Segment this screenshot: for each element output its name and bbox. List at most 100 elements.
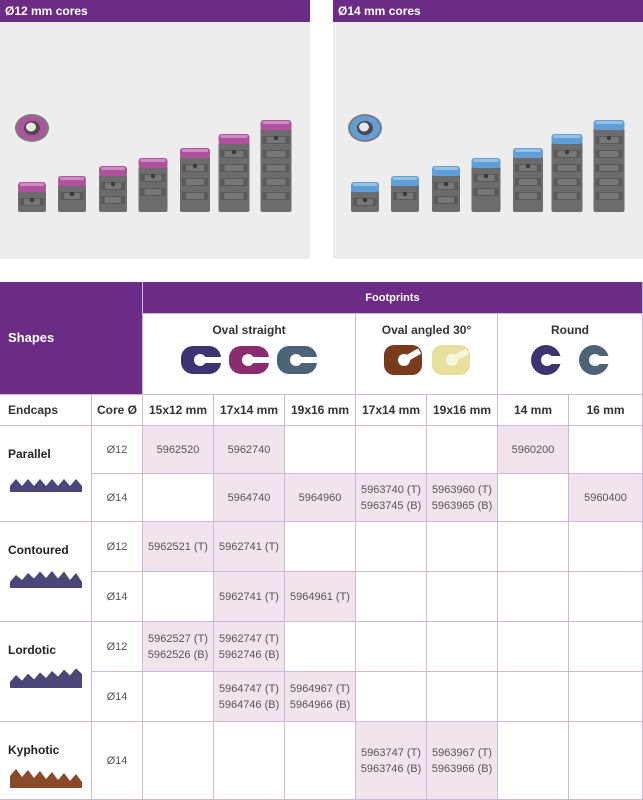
part-number-cell: [356, 672, 427, 722]
part-number: 5962740: [227, 443, 271, 456]
core-diameter-cell: Ø12: [92, 426, 143, 474]
part-number: 5962741 (T): [219, 590, 279, 603]
part-number: 5963747 (T): [361, 746, 421, 759]
core-14mm-core: [593, 120, 625, 212]
cores-12mm-image: [0, 22, 310, 259]
column-header-label: 17x14 mm: [361, 403, 421, 417]
part-number: 5963746 (B): [360, 762, 422, 775]
endcap-shape-name: Kyphotic: [8, 743, 60, 757]
core-diameter: Ø12: [106, 540, 128, 553]
part-number-cell: 5962747 (T) 5962746 (B): [214, 622, 285, 672]
part-number: 5962526 (B): [147, 648, 209, 661]
part-number: 5964967 (T): [290, 682, 350, 695]
endcap-shape-name: Lordotic: [8, 643, 56, 657]
cores-14mm-image: [333, 22, 643, 259]
core-diameter-cell: Ø14: [92, 722, 143, 800]
part-number-cell: [427, 672, 498, 722]
part-number-cell: 5964747 (T) 5964746 (B): [214, 672, 285, 722]
round-slate-icon: [579, 345, 615, 375]
part-number: 5963745 (B): [360, 499, 422, 512]
part-number-cell: 5962740: [214, 426, 285, 474]
part-number-cell: 5963747 (T) 5963746 (B): [356, 722, 427, 800]
core-diameter-cell: Ø14: [92, 672, 143, 722]
part-number-cell: [143, 474, 214, 522]
part-number-cell: 5964740: [214, 474, 285, 522]
core-diameter: Ø14: [106, 491, 128, 504]
part-number-cell: [569, 572, 643, 622]
endcap-shape-cell: Lordotic: [0, 622, 92, 722]
column-header-label: Endcaps: [8, 403, 59, 417]
endcap-shape-cell: Kyphotic: [0, 722, 92, 800]
part-number-cell: [569, 672, 643, 722]
part-number-cell: [356, 622, 427, 672]
oval-straight-magenta-icon: [229, 346, 270, 374]
part-number-cell: [498, 622, 569, 672]
core-12mm-core: [138, 158, 168, 212]
core-14mm-core: [471, 158, 501, 212]
part-number-cell: [498, 722, 569, 800]
part-number-cell: [569, 426, 643, 474]
column-header: 19x16 mm: [427, 395, 498, 426]
part-number: 5962747 (T): [219, 632, 279, 645]
part-number-cell: [285, 522, 356, 572]
part-number-cell: [285, 426, 356, 474]
part-number-cell: [285, 622, 356, 672]
column-header-label: 17x14 mm: [219, 403, 279, 417]
core-diameter: Ø14: [106, 754, 128, 767]
part-number: 5962741 (T): [219, 540, 279, 553]
footprint-group-label: Round: [551, 323, 589, 337]
part-number: 5963960 (T): [432, 483, 492, 496]
part-number-cell: 5960200: [498, 426, 569, 474]
core-12mm-core: [18, 182, 46, 212]
column-header-label: 16 mm: [586, 403, 625, 417]
column-header: 17x14 mm: [356, 395, 427, 426]
core-12mm-core: [99, 166, 127, 212]
core-14mm-core: [513, 148, 543, 212]
part-number-cell: [427, 622, 498, 672]
oval-straight-dark-icon: [181, 346, 222, 374]
core-diameter-cell: Ø14: [92, 572, 143, 622]
core-diameter: Ø14: [106, 690, 128, 703]
core-14mm-core: [391, 176, 419, 212]
part-number: 5962746 (B): [218, 648, 280, 661]
endcap-shape-cell: Contoured: [0, 522, 92, 622]
core-14mm-core: [551, 134, 583, 212]
part-number-cell: [143, 722, 214, 800]
part-number-cell: [143, 572, 214, 622]
part-number-cell: 5960400: [569, 474, 643, 522]
panel-title-14mm: Ø14 mm cores: [333, 0, 643, 22]
oval-angled-cream-icon: [431, 345, 470, 375]
part-number: 5962521 (T): [148, 540, 208, 553]
column-header-label: 19x16 mm: [432, 403, 492, 417]
footprint-group-label: Oval straight: [212, 323, 286, 337]
footprints-header: Footprints: [143, 282, 643, 314]
panel-title-12mm: Ø12 mm cores: [0, 0, 310, 22]
core-14mm-core: [432, 166, 460, 212]
shapes-header: Shapes: [0, 282, 143, 395]
oval-angled-brown-icon: [383, 345, 422, 375]
core-12mm-core: [180, 148, 210, 212]
endcap-kyphotic-icon: [9, 769, 82, 788]
part-number: 5963740 (T): [361, 483, 421, 496]
part-number-cell: 5963967 (T) 5963966 (B): [427, 722, 498, 800]
part-number-cell: [569, 722, 643, 800]
part-number: 5964960: [298, 491, 342, 504]
column-header-label: 15x12 mm: [148, 403, 208, 417]
footprint-group: Oval angled 30°: [356, 314, 498, 395]
cores-14mm-illustration: [348, 114, 625, 212]
round-dark-icon: [531, 345, 567, 375]
part-number: 5964966 (B): [289, 698, 351, 711]
cores-12mm-panel: Ø12 mm cores: [0, 0, 310, 259]
part-number-cell: [427, 572, 498, 622]
footprint-icons: [382, 344, 472, 376]
endcap-lordotic-icon: [9, 668, 82, 688]
part-number: 5960200: [511, 443, 555, 456]
part-number: 5964740: [227, 491, 271, 504]
footprint-icons: [180, 344, 318, 376]
part-number-cell: [498, 672, 569, 722]
part-number: 5962520: [156, 443, 200, 456]
part-number-cell: [498, 474, 569, 522]
footprint-group-label: Oval angled 30°: [381, 323, 472, 337]
part-number: 5963967 (T): [432, 746, 492, 759]
endcap-contoured-icon: [9, 571, 82, 588]
